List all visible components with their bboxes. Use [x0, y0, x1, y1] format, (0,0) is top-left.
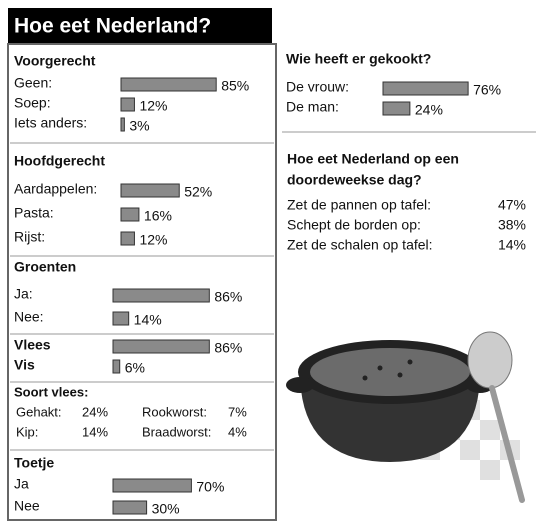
how-label: Zet de pannen op tafel:: [287, 197, 431, 213]
left-panel: [7, 43, 277, 521]
row-label: Rijst:: [14, 229, 45, 245]
row-label: Soep:: [14, 95, 51, 111]
value-label: 86%: [214, 289, 242, 305]
value-label: 12%: [139, 98, 167, 114]
value-label: 6%: [125, 360, 145, 376]
bar: [112, 339, 210, 354]
section-heading: Soort vlees:: [14, 384, 88, 399]
value-label: 24%: [415, 102, 443, 118]
section-heading: Voorgerecht: [14, 53, 96, 69]
row-label: Nee: [14, 498, 40, 514]
value-label: 3%: [129, 118, 149, 134]
row-label: Pasta:: [14, 205, 54, 221]
bar: [112, 311, 130, 326]
meat-value: 24%: [82, 404, 108, 419]
bar: [112, 478, 192, 493]
value-label: 85%: [221, 78, 249, 94]
row-label: Ja: [14, 476, 29, 492]
how-value: 14%: [498, 237, 526, 253]
value-label: 30%: [152, 501, 180, 517]
soup-illustration: [286, 331, 525, 503]
row-label: Aardappelen:: [14, 181, 97, 197]
section-heading: Toetje: [14, 455, 54, 471]
meat-label: Gehakt:: [16, 404, 62, 419]
section-heading: Wie heeft er gekookt?: [286, 51, 431, 67]
row-label: De man:: [286, 99, 339, 115]
meat-value: 7%: [228, 404, 247, 419]
value-label: 76%: [473, 82, 501, 98]
bar: [112, 500, 148, 515]
bar: [120, 207, 140, 222]
bar: [112, 288, 210, 303]
row-label: Iets anders:: [14, 115, 87, 131]
row-label: Ja:: [14, 286, 33, 302]
bar: [112, 359, 121, 374]
value-label: 16%: [144, 208, 172, 224]
section-heading: Groenten: [14, 259, 76, 275]
value-label: 14%: [134, 312, 162, 328]
value-label: 12%: [139, 232, 167, 248]
how-value: 38%: [498, 217, 526, 233]
row-label: Vlees: [14, 337, 51, 353]
row-label: Nee:: [14, 309, 44, 325]
section-heading: Hoofdgerecht: [14, 153, 105, 169]
value-label: 86%: [214, 340, 242, 356]
title-box: [8, 8, 272, 44]
title: Hoe eet Nederland?: [14, 15, 211, 38]
meat-label: Kip:: [16, 424, 38, 439]
value-label: 52%: [184, 184, 212, 200]
section-heading: Hoe eet Nederland op een: [287, 151, 459, 167]
how-label: Schept de borden op:: [287, 217, 421, 233]
bar: [120, 117, 125, 132]
bar: [382, 81, 469, 96]
meat-label: Braadworst:: [142, 424, 211, 439]
row-label: Vis: [14, 357, 35, 373]
bar: [120, 183, 180, 198]
row-label: Geen:: [14, 75, 52, 91]
bar: [120, 77, 217, 92]
bar: [120, 231, 135, 246]
bar: [382, 101, 411, 116]
row-label: De vrouw:: [286, 79, 349, 95]
meat-label: Rookworst:: [142, 404, 207, 419]
section-heading: doordeweekse dag?: [287, 172, 422, 188]
bar: [120, 97, 135, 112]
how-label: Zet de schalen op tafel:: [287, 237, 433, 253]
meat-value: 14%: [82, 424, 108, 439]
value-label: 70%: [196, 479, 224, 495]
meat-value: 4%: [228, 424, 247, 439]
how-value: 47%: [498, 197, 526, 213]
